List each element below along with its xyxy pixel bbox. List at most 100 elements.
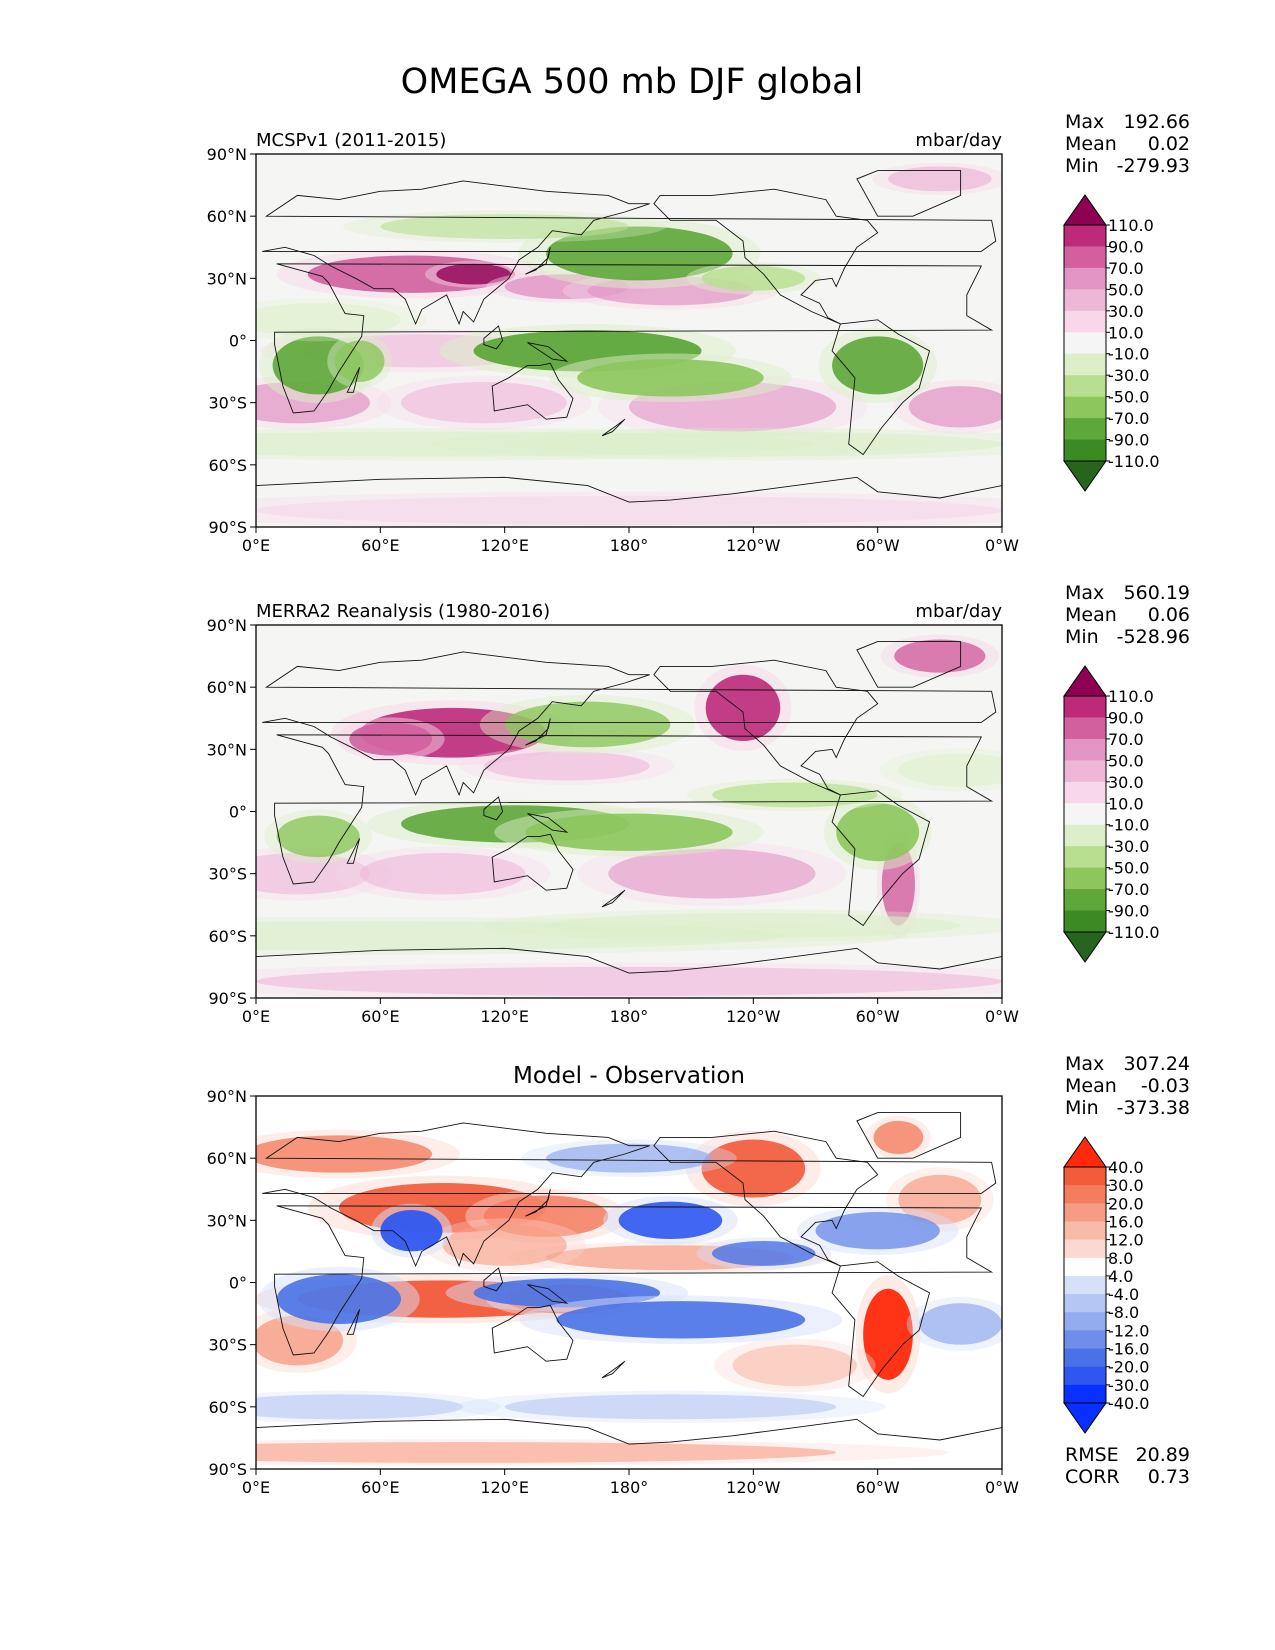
colorbar-tick-label: 20.0 (1108, 1194, 1144, 1213)
colorbar-tick-label: 50.0 (1108, 280, 1144, 299)
x-tick-label: 180° (610, 1007, 649, 1026)
panels: MCSPv1 (2011-2015) mbar/day 0°E 60°E 120°E 18… (207, 111, 1190, 1497)
colorbar-tick-label: -16.0 (1108, 1340, 1149, 1359)
x-tick-label: 120°W (726, 1478, 781, 1497)
colorbar-tick-label: 10.0 (1108, 794, 1144, 813)
panel-model: MCSPv1 (2011-2015) mbar/day 0°E 60°E 120°E 18… (207, 111, 1190, 555)
x-tick-label: 180° (610, 1478, 649, 1497)
stat-label: Min (1065, 1097, 1099, 1119)
colorbar-segment (1064, 332, 1106, 355)
colorbar-segment (1064, 867, 1106, 890)
y-tick-label: 60°S (208, 1398, 247, 1417)
x-tick-label: 60°E (361, 1478, 399, 1497)
y-tick-label: 60°N (207, 207, 247, 226)
y-tick-label: 90°N (207, 1087, 247, 1106)
colorbar-segment (1064, 910, 1106, 933)
colorbar-segment (1064, 1221, 1106, 1241)
y-tick-label: 60°N (207, 678, 247, 697)
colorbar-tick-label: -30.0 (1108, 837, 1149, 856)
colorbar-segment (1064, 781, 1106, 804)
stat-value: 560.19 (1124, 582, 1190, 604)
colorbar-tick-label: -40.0 (1108, 1394, 1149, 1413)
y-tick-label: 0° (229, 332, 247, 351)
colorbar-tick-label: -8.0 (1108, 1303, 1139, 1322)
colorbar-tick-label: -110.0 (1108, 923, 1160, 942)
x-tick-label: 0°E (242, 1478, 270, 1497)
colorbar: 40.030.020.016.012.08.04.0-4.0-8.0-12.0-… (1063, 1136, 1149, 1434)
coastlines (256, 1112, 1002, 1469)
colorbar-tick-label: -4.0 (1108, 1285, 1139, 1304)
x-tick-label: 60°W (856, 1478, 900, 1497)
y-tick-label: 30°N (207, 740, 247, 759)
y-tick-label: 90°N (207, 145, 247, 164)
colorbar-tick-label: 4.0 (1108, 1267, 1133, 1286)
colorbar-segment (1064, 1185, 1106, 1204)
colorbar-extend-max (1063, 194, 1107, 226)
stat-value: 192.66 (1124, 111, 1190, 133)
y-tick-label: 60°N (207, 1149, 247, 1168)
stat-value: -0.03 (1141, 1075, 1190, 1097)
panel-units-label: mbar/day (915, 130, 1002, 151)
stat-label: Min (1065, 155, 1099, 177)
colorbar-segment (1064, 353, 1106, 376)
x-tick-label: 0°W (985, 1478, 1019, 1497)
colorbar-extend-max (1063, 665, 1107, 697)
colorbar-tick-label: -90.0 (1108, 431, 1149, 450)
colorbar-tick-label: 90.0 (1108, 237, 1144, 256)
x-tick-label: 0°E (242, 1007, 270, 1026)
colorbar-segment (1064, 439, 1106, 462)
coastlines (256, 641, 1002, 998)
y-tick-label: 60°S (208, 456, 247, 475)
colorbar: 110.0 90.0 70.0 50.0 30.0 10.0 -10.0 -30.0 -50.0… (1063, 665, 1160, 963)
colorbar-segment (1064, 1366, 1106, 1386)
stat-value: 0.06 (1148, 604, 1190, 626)
colorbar-tick-label: -20.0 (1108, 1358, 1149, 1377)
colorbar-tick-label: -110.0 (1108, 452, 1160, 471)
colorbar-segment (1064, 375, 1106, 398)
y-tick-label: 60°S (208, 927, 247, 946)
y-tick-label: 30°N (207, 1211, 247, 1230)
stat-label: Mean (1065, 1075, 1117, 1097)
stat-label: Max (1065, 111, 1104, 133)
x-tick-label: 0°W (985, 536, 1019, 555)
colorbar-segment (1064, 760, 1106, 783)
colorbar-tick-label: 70.0 (1108, 259, 1144, 278)
y-tick-label: 90°N (207, 616, 247, 635)
colorbar-tick-label: -90.0 (1108, 902, 1149, 921)
panel-left-label: MERRA2 Reanalysis (1980-2016) (256, 601, 550, 622)
panel-left-label: MCSPv1 (2011-2015) (256, 130, 446, 151)
x-tick-label: 120°W (726, 536, 781, 555)
x-tick-label: 120°E (480, 1478, 529, 1497)
colorbar-tick-label: 30.0 (1108, 773, 1144, 792)
colorbar-tick-label: 110.0 (1108, 216, 1154, 235)
y-tick-label: 90°S (208, 989, 247, 1008)
stat-value: 307.24 (1124, 1053, 1190, 1075)
colorbar-tick-label: 30.0 (1108, 302, 1144, 321)
colorbar-tick-label: -50.0 (1108, 388, 1149, 407)
colorbar-segment (1064, 246, 1106, 269)
colorbar-tick-label: 16.0 (1108, 1212, 1144, 1231)
colorbar-segment (1064, 696, 1106, 718)
map-field (256, 1096, 1002, 1469)
x-tick-label: 60°W (856, 536, 900, 555)
colorbar-segment (1064, 418, 1106, 441)
colorbar-extend-min (1063, 460, 1107, 492)
colorbar-segment (1064, 225, 1106, 247)
colorbar-segment (1064, 396, 1106, 419)
y-tick-label: 30°S (208, 865, 247, 884)
colorbar-segment (1064, 824, 1106, 847)
colorbar-segment (1064, 1167, 1106, 1186)
y-tick-label: 30°N (207, 269, 247, 288)
panel-units-label: mbar/day (915, 601, 1002, 622)
colorbar-segment (1064, 1239, 1106, 1259)
colorbar-tick-label: -70.0 (1108, 409, 1149, 428)
colorbar-extend-max (1063, 1136, 1107, 1168)
x-tick-label: 120°W (726, 1007, 781, 1026)
y-tick-label: 30°S (208, 394, 247, 413)
x-tick-label: 60°E (361, 536, 399, 555)
corr-label: CORR (1065, 1466, 1120, 1488)
colorbar-extend-min (1063, 931, 1107, 963)
colorbar-segment (1064, 1203, 1106, 1222)
map-field (256, 154, 1002, 527)
